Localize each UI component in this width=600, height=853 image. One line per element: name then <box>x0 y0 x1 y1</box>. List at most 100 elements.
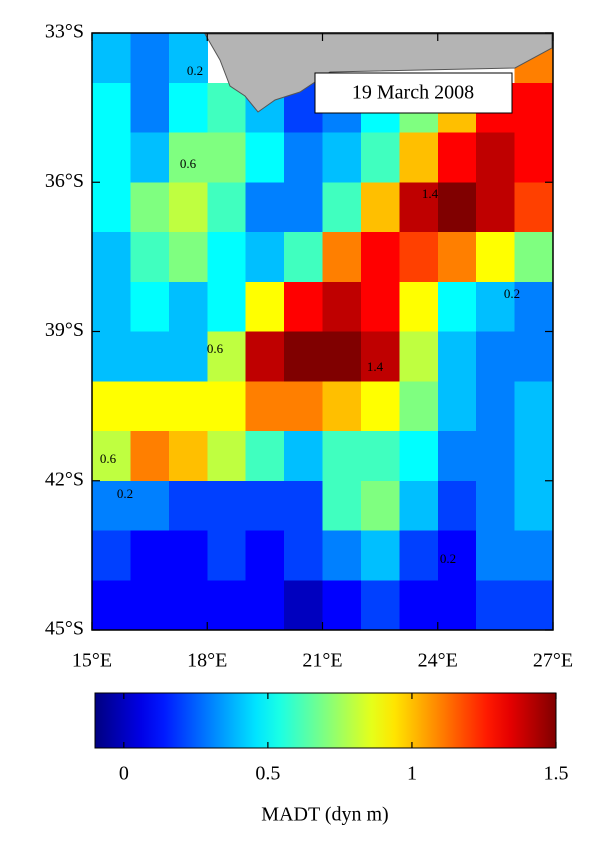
cell <box>245 281 285 333</box>
cell <box>514 182 554 233</box>
cell <box>130 33 170 84</box>
cell <box>92 381 132 432</box>
cell <box>130 580 170 631</box>
cell <box>245 331 285 382</box>
cell <box>360 530 400 581</box>
cell <box>476 132 516 183</box>
cell <box>207 331 247 382</box>
cell <box>360 232 400 283</box>
cell <box>92 530 132 581</box>
cell <box>399 431 439 482</box>
cell <box>399 132 439 183</box>
cell <box>437 232 477 283</box>
cell <box>168 82 208 134</box>
cell <box>168 132 208 183</box>
cell <box>207 530 247 581</box>
cell <box>476 281 516 333</box>
cell <box>245 182 285 233</box>
cell <box>168 331 208 382</box>
cell <box>130 331 170 382</box>
contour-label: 0.2 <box>187 63 203 78</box>
cell <box>514 281 554 333</box>
cell <box>514 381 554 432</box>
cell <box>207 381 247 432</box>
cell <box>168 182 208 233</box>
cell <box>514 480 554 532</box>
colorbar-tick-label: 1.5 <box>544 763 569 785</box>
cell <box>399 480 439 532</box>
x-tick-label: 18°E <box>187 650 227 672</box>
cell <box>360 580 400 631</box>
cell <box>130 530 170 581</box>
cell <box>476 480 516 532</box>
contour-label: 0.2 <box>117 486 133 501</box>
contour-label: 1.4 <box>367 359 384 374</box>
cell <box>437 480 477 532</box>
cell <box>437 431 477 482</box>
cell <box>476 530 516 581</box>
cell <box>437 580 477 631</box>
x-tick-label: 21°E <box>302 650 342 672</box>
cell <box>168 381 208 432</box>
contour-label: 1.4 <box>422 186 439 201</box>
cell <box>399 182 439 233</box>
cell <box>284 182 324 233</box>
cell <box>284 431 324 482</box>
contour-label: 0.2 <box>440 551 456 566</box>
cell <box>360 281 400 333</box>
cell <box>284 331 324 382</box>
colorbar-label: MADT (dyn m) <box>261 804 388 826</box>
cell <box>399 381 439 432</box>
y-tick-label: 42°S <box>45 468 84 490</box>
cell <box>92 580 132 631</box>
cell <box>284 232 324 283</box>
cell <box>322 431 362 482</box>
cell <box>284 580 324 631</box>
cell <box>360 132 400 183</box>
cell <box>284 381 324 432</box>
cell <box>130 431 170 482</box>
cell <box>92 431 132 482</box>
cell <box>130 182 170 233</box>
cell <box>437 132 477 183</box>
cell <box>322 580 362 631</box>
colorbar <box>94 692 557 749</box>
cell <box>437 281 477 333</box>
cell <box>130 281 170 333</box>
cell <box>245 480 285 532</box>
cell <box>207 480 247 532</box>
cell <box>130 132 170 183</box>
cell <box>207 580 247 631</box>
cell <box>322 182 362 233</box>
cell <box>284 132 324 183</box>
cell <box>207 232 247 283</box>
colorbar-tick-label: 0.5 <box>255 763 280 785</box>
colorbar-tick-label: 0 <box>119 763 129 785</box>
cell <box>360 331 400 382</box>
cell <box>168 431 208 482</box>
cell <box>476 580 516 631</box>
cell <box>322 480 362 532</box>
cell <box>514 232 554 283</box>
cell <box>399 232 439 283</box>
cell <box>322 381 362 432</box>
cell <box>476 381 516 432</box>
cell <box>322 232 362 283</box>
cell <box>130 480 170 532</box>
cell <box>399 580 439 631</box>
contour-label: 0.6 <box>207 341 224 356</box>
cell <box>284 281 324 333</box>
x-tick-label: 24°E <box>418 650 458 672</box>
cell <box>207 132 247 183</box>
cell <box>168 232 208 283</box>
cell <box>399 331 439 382</box>
cell <box>514 580 554 631</box>
contour-label: 0.6 <box>180 156 197 171</box>
cell <box>322 530 362 581</box>
cell <box>476 331 516 382</box>
cell <box>360 182 400 233</box>
cell <box>360 381 400 432</box>
cell <box>514 82 554 134</box>
y-tick-label: 45°S <box>45 618 84 640</box>
